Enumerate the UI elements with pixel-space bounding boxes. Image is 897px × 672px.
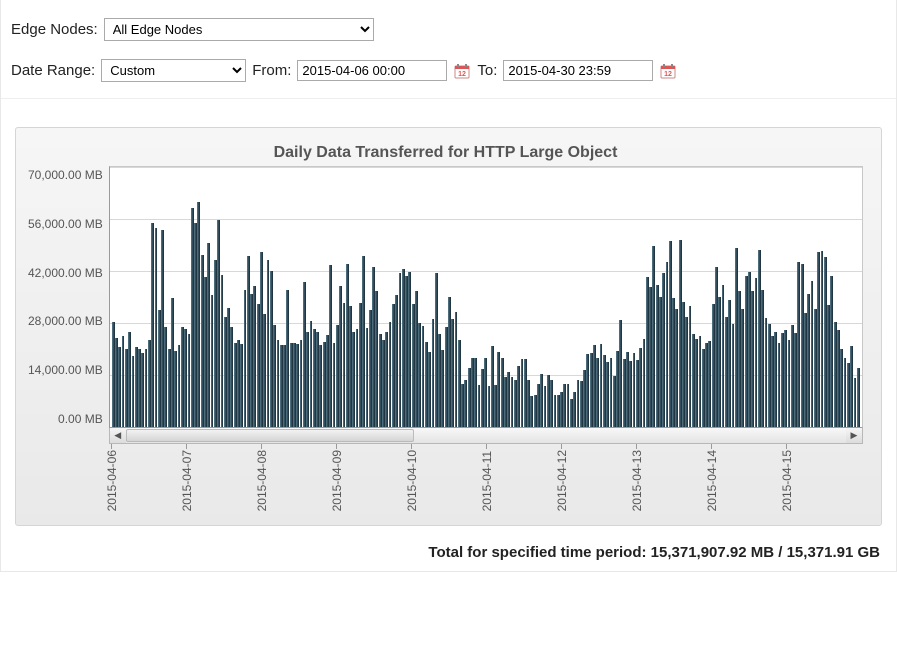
date-range-label: Date Range: (11, 62, 95, 79)
scroll-right-icon[interactable]: ▶ (846, 428, 862, 443)
date-range-select[interactable]: Custom (101, 59, 246, 82)
x-tick: 2015-04-14 (711, 450, 786, 511)
chart-title: Daily Data Transferred for HTTP Large Ob… (28, 144, 863, 162)
edge-nodes-label: Edge Nodes: (11, 21, 98, 38)
plot-wrap: ◀ ▶ 2015-04-062015-04-072015-04-082015-0… (109, 166, 863, 511)
x-tick-label: 2015-04-15 (780, 450, 794, 511)
calendar-icon[interactable]: 12 (453, 62, 471, 80)
y-tick-label: 70,000.00 MB (28, 168, 103, 182)
x-tick-label: 2015-04-10 (405, 450, 419, 511)
date-range-row: Date Range: Custom From: 12 To: 12 (11, 59, 886, 82)
chart-plot (109, 166, 863, 428)
chart-panel: Daily Data Transferred for HTTP Large Ob… (15, 127, 882, 526)
scrollbar-thumb[interactable] (126, 429, 414, 442)
x-tick: 2015-04-06 (111, 450, 186, 511)
x-tick: 2015-04-12 (561, 450, 636, 511)
x-tick: 2015-04-08 (261, 450, 336, 511)
x-tick: 2015-04-07 (186, 450, 261, 511)
x-tick-label: 2015-04-09 (330, 450, 344, 511)
x-tick: 2015-04-11 (486, 450, 561, 511)
y-tick-label: 0.00 MB (58, 412, 103, 426)
x-tick-label: 2015-04-14 (705, 450, 719, 511)
chart-bar (857, 368, 860, 427)
y-tick-label: 28,000.00 MB (28, 314, 103, 328)
edge-nodes-select[interactable]: All Edge Nodes (104, 18, 374, 41)
y-tick-label: 42,000.00 MB (28, 266, 103, 280)
from-label: From: (252, 62, 291, 79)
x-tick-label: 2015-04-11 (480, 450, 494, 511)
svg-text:12: 12 (665, 71, 673, 78)
x-tick-label: 2015-04-06 (105, 450, 119, 511)
x-tick-label: 2015-04-08 (255, 450, 269, 511)
x-axis: 2015-04-062015-04-072015-04-082015-04-09… (109, 450, 863, 511)
chart-scrollbar[interactable]: ◀ ▶ (109, 428, 863, 444)
from-date-input[interactable] (297, 60, 447, 81)
to-date-input[interactable] (503, 60, 653, 81)
edge-nodes-row: Edge Nodes: All Edge Nodes (11, 18, 886, 41)
y-tick-label: 56,000.00 MB (28, 217, 103, 231)
y-tick-label: 14,000.00 MB (28, 363, 103, 377)
filters-section: Edge Nodes: All Edge Nodes Date Range: C… (11, 18, 886, 98)
total-summary: Total for specified time period: 15,371,… (11, 526, 886, 561)
bars-container (110, 167, 862, 427)
chart-area: 70,000.00 MB 56,000.00 MB 42,000.00 MB 28,0… (28, 166, 863, 511)
x-tick: 2015-04-15 (786, 450, 861, 511)
x-tick-label: 2015-04-07 (180, 450, 194, 511)
scrollbar-track[interactable] (126, 428, 846, 443)
svg-text:12: 12 (459, 71, 467, 78)
x-tick: 2015-04-13 (636, 450, 711, 511)
x-tick: 2015-04-09 (336, 450, 411, 511)
x-tick-label: 2015-04-13 (630, 450, 644, 511)
x-tick: 2015-04-10 (411, 450, 486, 511)
to-label: To: (477, 62, 497, 79)
divider (1, 98, 896, 99)
scroll-left-icon[interactable]: ◀ (110, 428, 126, 443)
x-tick-label: 2015-04-12 (555, 450, 569, 511)
y-axis: 70,000.00 MB 56,000.00 MB 42,000.00 MB 28,0… (28, 166, 109, 428)
calendar-icon[interactable]: 12 (659, 62, 677, 80)
report-panel: Edge Nodes: All Edge Nodes Date Range: C… (0, 0, 897, 572)
